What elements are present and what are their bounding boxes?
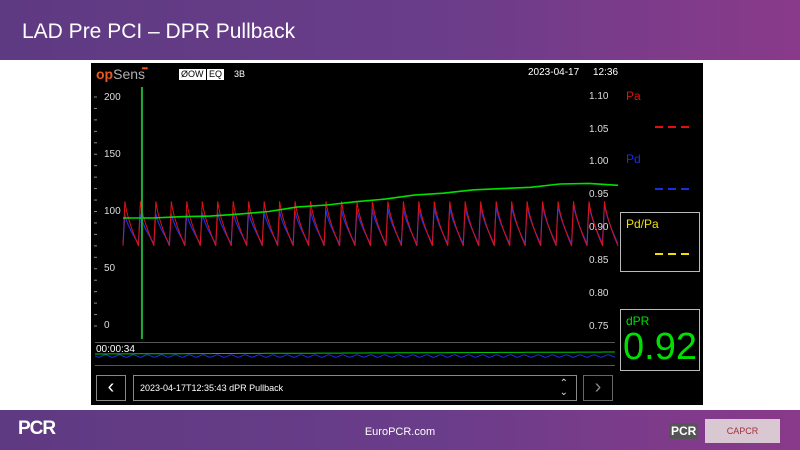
ratio-axis-label: 0.85	[589, 255, 609, 266]
overview-time: 00:00:34	[96, 344, 135, 355]
pd-legend-panel: Pd	[620, 147, 700, 202]
partner-logo: CAPCR	[705, 419, 780, 443]
updown-chevron-icon: ⌃ ⌄	[559, 378, 568, 398]
recording-select[interactable]: 2023-04-17T12:35:43 dPR Pullback ⌃ ⌄	[133, 375, 577, 401]
pa-trace	[122, 201, 619, 247]
europcr-logo: PCR	[18, 418, 56, 439]
pressure-axis-label: 100	[104, 206, 121, 217]
ratio-axis-label: 0.80	[589, 288, 609, 299]
pd-legend-swatch	[655, 188, 691, 190]
ratio-axis-label: 1.05	[589, 124, 609, 135]
overview-timeline[interactable]: 00:00:34	[95, 342, 615, 366]
dpr-trace	[123, 182, 619, 219]
slide-title: LAD Pre PCI – DPR Pullback	[22, 20, 296, 43]
pressure-chart	[94, 87, 619, 339]
pdpa-legend-label: Pd/Pa	[626, 217, 659, 231]
date-readout: 2023-04-17	[528, 67, 580, 78]
pa-legend-label: Pa	[626, 89, 641, 103]
dpr-value: 0.92	[623, 326, 697, 368]
pdpa-legend-swatch	[655, 253, 691, 255]
ratio-axis-label: 0.95	[589, 189, 609, 200]
zero-status-tag: ØOW	[179, 69, 206, 80]
previous-recording-button[interactable]: ‹	[96, 375, 126, 401]
opsens-logo: opSens •••	[96, 64, 148, 82]
ratio-axis-label: 0.90	[589, 222, 609, 233]
pdpa-legend-panel: Pd/Pa	[620, 212, 700, 272]
pressure-monitor-screen: opSens ••• ØOW EQ 3B 2023-04-17 12:36 20…	[91, 63, 703, 405]
chevron-left-icon: ‹	[107, 376, 115, 398]
pressure-axis-label: 200	[104, 92, 121, 103]
slide-header: LAD Pre PCI – DPR Pullback	[0, 0, 800, 60]
pd-legend-label: Pd	[626, 152, 641, 166]
chevron-right-icon: ›	[594, 376, 602, 398]
ratio-axis-label: 1.00	[589, 156, 609, 167]
mode-code: 3B	[234, 69, 246, 79]
eq-status-tag: EQ	[207, 69, 225, 80]
recording-name: 2023-04-17T12:35:43 dPR Pullback	[140, 383, 284, 393]
pcr-small-logo: PCR	[669, 423, 699, 439]
dpr-label: dPR	[626, 314, 650, 328]
time-readout: 12:36	[593, 67, 619, 78]
ratio-axis-label: 1.10	[589, 91, 609, 102]
footer-site: EuroPCR.com	[364, 426, 436, 438]
overview-trace	[95, 351, 615, 358]
dpr-value-panel: dPR 0.92	[620, 309, 700, 371]
ratio-axis-label: 0.75	[589, 321, 609, 332]
slide-footer: PCR EuroPCR.com PCR CAPCR	[0, 410, 800, 450]
pressure-axis-label: 150	[104, 149, 121, 160]
pressure-axis-label: 0	[104, 320, 110, 331]
pressure-axis-label: 50	[104, 263, 116, 274]
overview-pd-trace	[95, 354, 615, 358]
overview-dpr-trace	[95, 351, 615, 355]
next-recording-button[interactable]: ›	[583, 375, 613, 401]
pa-legend-swatch	[655, 126, 691, 128]
pa-legend-panel: Pa	[620, 84, 700, 139]
